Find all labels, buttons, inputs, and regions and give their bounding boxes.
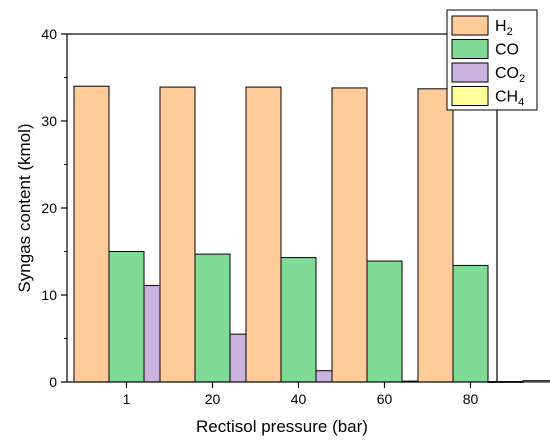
bar-1-60 xyxy=(331,87,368,383)
bar-1-80 xyxy=(417,88,454,383)
y-axis-label: Syngas content (kmol) xyxy=(15,123,34,292)
bar-2-60 xyxy=(366,260,403,383)
bar-4-80 xyxy=(522,380,550,383)
bar-2-20 xyxy=(194,253,231,383)
legend-label: CO2 xyxy=(495,65,525,85)
y-tick-label: 10 xyxy=(41,287,57,303)
x-tick-label: 1 xyxy=(123,391,131,407)
y-tick-label: 40 xyxy=(41,26,57,42)
x-tick-label: 80 xyxy=(463,391,479,407)
x-tick-label: 60 xyxy=(377,391,393,407)
legend-label: CO xyxy=(495,42,519,59)
bar-1-40 xyxy=(245,86,282,383)
legend: H2 CO CO2 CH4 xyxy=(446,9,538,111)
x-axis: 1 20 40 60 80 xyxy=(123,382,479,407)
bar-2-1 xyxy=(108,251,145,383)
y-tick-label: 0 xyxy=(49,374,57,390)
bar-1-20 xyxy=(159,86,196,383)
x-axis-label: Rectisol pressure (bar) xyxy=(196,417,368,436)
legend-swatch xyxy=(451,62,489,83)
x-tick-label: 20 xyxy=(205,391,221,407)
legend-label: CH4 xyxy=(495,89,524,109)
legend-label: H2 xyxy=(495,18,513,38)
x-tick-label: 40 xyxy=(291,391,307,407)
y-tick-label: 20 xyxy=(41,200,57,216)
legend-swatch xyxy=(451,86,489,106)
bars-layer xyxy=(73,85,550,383)
bar-2-80 xyxy=(452,264,489,383)
y-tick-label: 30 xyxy=(41,113,57,129)
y-axis: 0 10 20 30 40 xyxy=(41,26,67,390)
bar-2-40 xyxy=(280,257,317,383)
legend-swatch xyxy=(451,15,489,36)
legend-swatch xyxy=(451,39,489,59)
bar-1-1 xyxy=(73,85,110,383)
